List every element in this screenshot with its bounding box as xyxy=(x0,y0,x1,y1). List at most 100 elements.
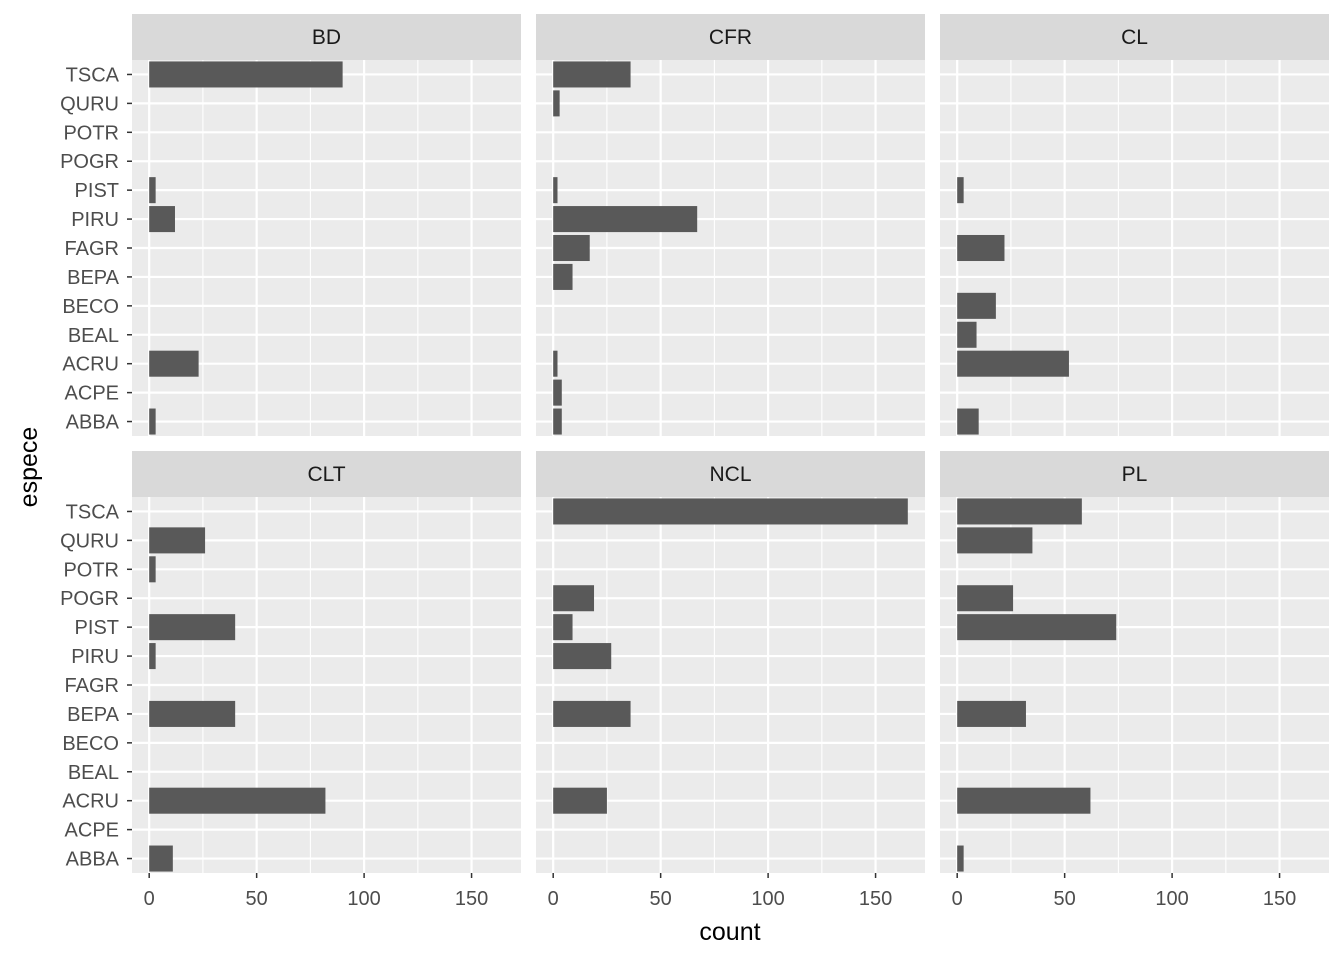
bar-pist xyxy=(553,177,558,204)
y-tick-label: ACRU xyxy=(62,354,119,376)
facet-panel-cl: CL xyxy=(940,14,1329,436)
bar-piru xyxy=(553,643,612,670)
y-tick-label: BECO xyxy=(62,733,119,755)
bar-acru xyxy=(957,787,1091,814)
x-tick-label: 150 xyxy=(455,888,488,910)
bar-tsca xyxy=(957,498,1082,525)
y-tick-label: PIRU xyxy=(71,209,119,231)
bar-acpe xyxy=(553,379,562,406)
bar-beal xyxy=(957,321,977,348)
y-tick-label: ABBA xyxy=(66,412,120,434)
y-tick-label: PIST xyxy=(75,180,119,202)
bar-abba xyxy=(553,408,562,435)
y-tick-label: POTR xyxy=(63,559,119,581)
facet-strip-label: CFR xyxy=(709,26,752,49)
bar-beco xyxy=(957,292,996,319)
y-tick-label: FAGR xyxy=(65,675,119,697)
x-tick-label: 150 xyxy=(1263,888,1296,910)
facet-strip-label: CL xyxy=(1121,26,1148,49)
bar-pist xyxy=(957,614,1117,641)
x-tick-label: 0 xyxy=(952,888,963,910)
y-tick-label: BECO xyxy=(62,296,119,318)
y-axis-title: espece xyxy=(15,427,43,508)
bar-quru xyxy=(553,90,560,117)
bar-pist xyxy=(957,177,964,204)
y-tick-label: ABBA xyxy=(66,849,120,871)
facet-strip xyxy=(940,14,1329,60)
facet-strip xyxy=(536,451,925,497)
bar-fagr xyxy=(553,234,590,262)
bar-abba xyxy=(149,845,173,872)
facet-strip xyxy=(940,451,1329,497)
bar-bepa xyxy=(553,700,631,727)
y-tick-label: POGR xyxy=(60,151,119,173)
facet-panel-pl: PL 0 50 100 150 xyxy=(940,451,1329,910)
bar-pist xyxy=(553,614,573,641)
facet-strip-label: PL xyxy=(1122,463,1148,486)
y-tick-label: BEAL xyxy=(68,325,119,347)
y-tick-label: FAGR xyxy=(65,238,119,260)
bar-bepa xyxy=(149,700,236,727)
bar-bepa xyxy=(553,263,573,290)
bar-tsca xyxy=(553,498,908,525)
bar-piru xyxy=(149,206,175,233)
facet-panel-bd: BD ABBA ACPE ACRU BEAL BECO BEPA FAGR PIRU PIST PO… xyxy=(60,14,521,436)
facet-strip xyxy=(132,451,521,497)
bar-quru xyxy=(149,527,206,554)
bar-pogr xyxy=(957,585,1014,612)
bar-pist xyxy=(149,614,236,641)
bar-tsca xyxy=(149,61,343,88)
facet-panel-clt: CLT ABBA ACPE ACRU BEAL BECO BEPA FAGR PIRU PIST P… xyxy=(60,451,521,910)
facet-strip xyxy=(536,14,925,60)
y-tick-label: QURU xyxy=(60,530,119,552)
y-tick-label: PIRU xyxy=(71,646,119,668)
x-tick-label: 0 xyxy=(548,888,559,910)
bar-abba xyxy=(957,845,964,872)
bar-acru xyxy=(957,350,1069,377)
y-tick-label: TSCA xyxy=(66,501,120,523)
facet-strip-label: BD xyxy=(312,26,341,49)
bar-acru xyxy=(149,350,199,377)
x-tick-label: 50 xyxy=(650,888,672,910)
x-tick-label: 150 xyxy=(859,888,892,910)
x-tick-label: 100 xyxy=(751,888,784,910)
x-tick-label: 100 xyxy=(347,888,380,910)
facet-panels: BD ABBA ACPE ACRU BEAL BECO BEPA FAGR PIRU PIST PO… xyxy=(60,14,1329,910)
bar-piru xyxy=(149,643,156,670)
bar-tsca xyxy=(553,61,631,88)
y-tick-label: BEAL xyxy=(68,762,119,784)
y-tick-label: TSCA xyxy=(66,64,120,86)
y-tick-label: POTR xyxy=(63,122,119,144)
bar-bepa xyxy=(957,700,1026,727)
facet-strip-label: CLT xyxy=(307,463,345,486)
y-tick-label: ACPE xyxy=(65,383,119,405)
facet-panel-cfr: CFR xyxy=(536,14,925,436)
x-tick-label: 100 xyxy=(1155,888,1188,910)
facet-strip xyxy=(132,14,521,60)
x-tick-label: 50 xyxy=(246,888,268,910)
x-tick-label: 50 xyxy=(1054,888,1076,910)
bar-abba xyxy=(149,408,156,435)
bar-piru xyxy=(553,206,698,233)
y-tick-label: QURU xyxy=(60,93,119,115)
x-tick-label: 0 xyxy=(144,888,155,910)
y-tick-label: ACPE xyxy=(65,820,119,842)
y-tick-label: PIST xyxy=(75,617,119,639)
bar-acru xyxy=(149,787,326,814)
bar-potr xyxy=(149,556,156,583)
y-tick-label: POGR xyxy=(60,588,119,610)
bar-acru xyxy=(553,350,558,377)
bar-quru xyxy=(957,527,1033,554)
bar-acru xyxy=(553,787,607,814)
bar-pogr xyxy=(553,585,595,612)
bar-fagr xyxy=(957,234,1005,262)
facet-strip-label: NCL xyxy=(709,463,751,486)
bar-pist xyxy=(149,177,156,204)
y-tick-label: BEPA xyxy=(67,267,120,289)
x-axis-title: count xyxy=(699,918,760,946)
y-tick-label: ACRU xyxy=(62,791,119,813)
bar-abba xyxy=(957,408,979,435)
y-tick-label: BEPA xyxy=(67,704,120,726)
facet-panel-ncl: NCL 0 50 100 150 xyxy=(536,451,925,910)
